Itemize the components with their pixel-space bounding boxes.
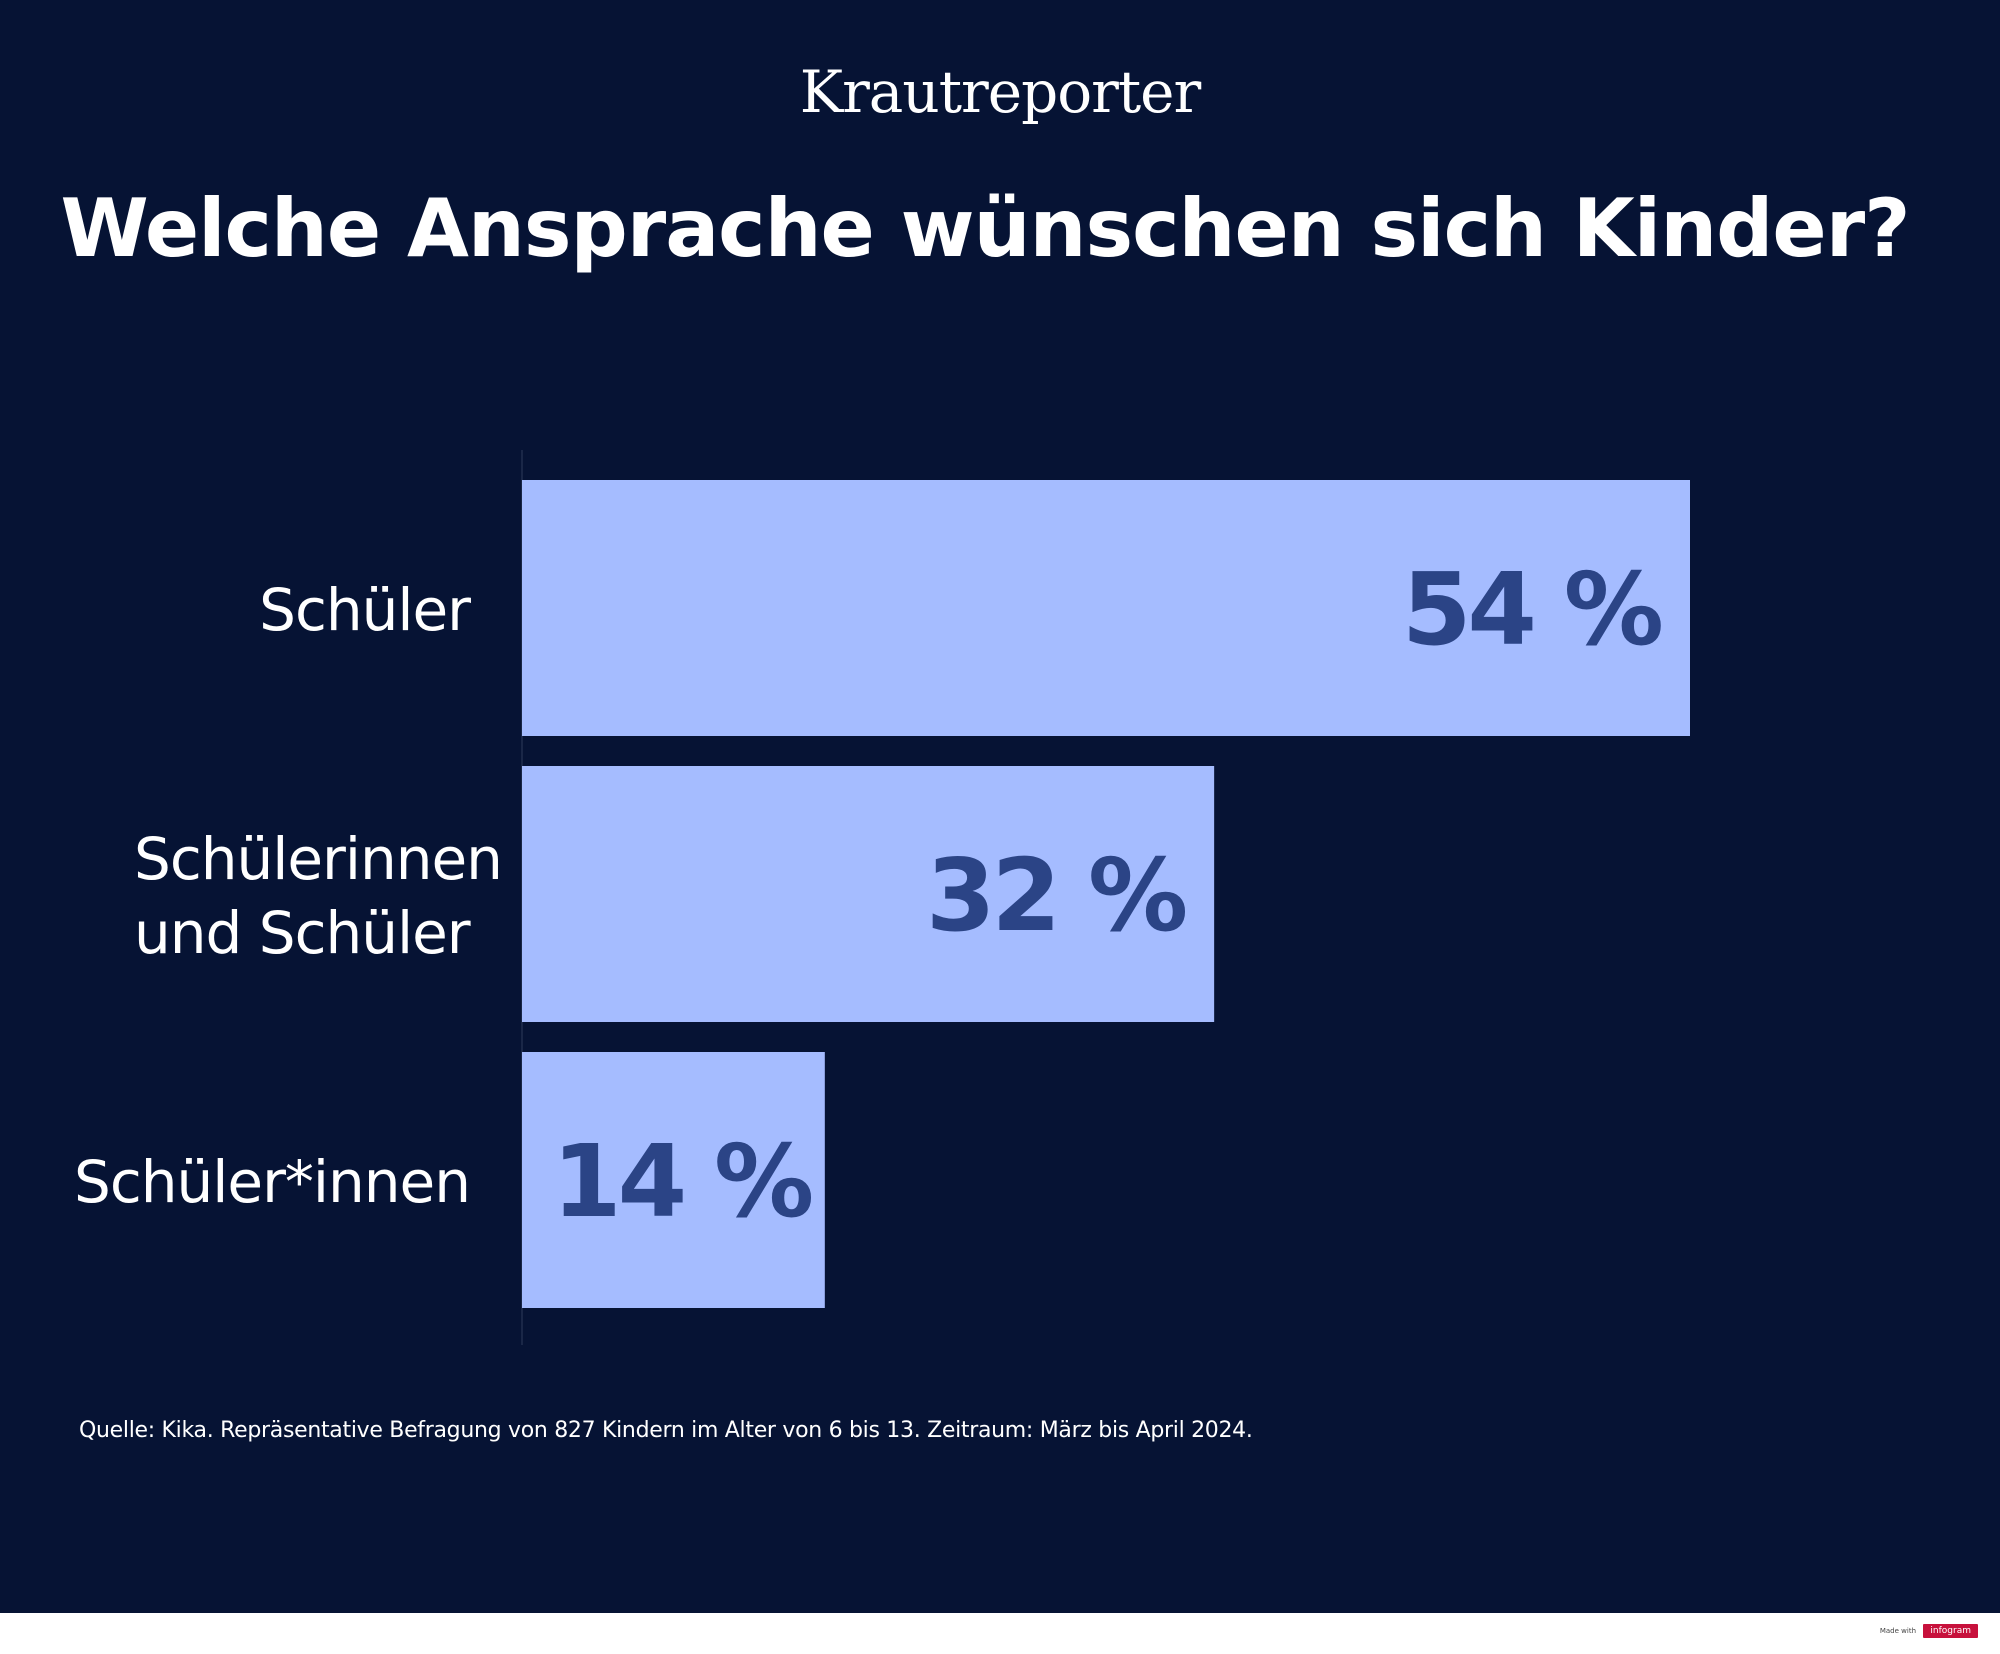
category-label-1-line-0: Schülerinnen (134, 825, 502, 893)
made-with-label: Made with (1879, 1627, 1916, 1635)
bar-1[interactable] (522, 766, 1215, 1022)
value-label-2: 14 % (552, 1123, 812, 1240)
category-label-2: Schüler*innen (74, 1148, 470, 1216)
bar-0[interactable] (522, 480, 1690, 736)
infogram-badge[interactable]: infogram (1923, 1624, 1978, 1638)
chart-title: Welche Ansprache wünschen sich Kinder? (60, 182, 1910, 275)
category-label-0: Schüler (259, 576, 471, 644)
chart-card: Krautreporter Welche Ansprache wünschen … (0, 0, 2000, 1613)
value-label-1: 32 % (926, 837, 1186, 954)
bar-2[interactable] (522, 1052, 825, 1308)
brand-logo: Krautreporter (799, 58, 1201, 126)
category-label-1-line-1: und Schüler (134, 899, 471, 967)
footer-bar: Made with infogram (0, 1613, 2000, 1654)
value-label-0: 54 % (1402, 551, 1662, 668)
source-note: Quelle: Kika. Repräsentative Befragung v… (79, 1418, 1253, 1443)
